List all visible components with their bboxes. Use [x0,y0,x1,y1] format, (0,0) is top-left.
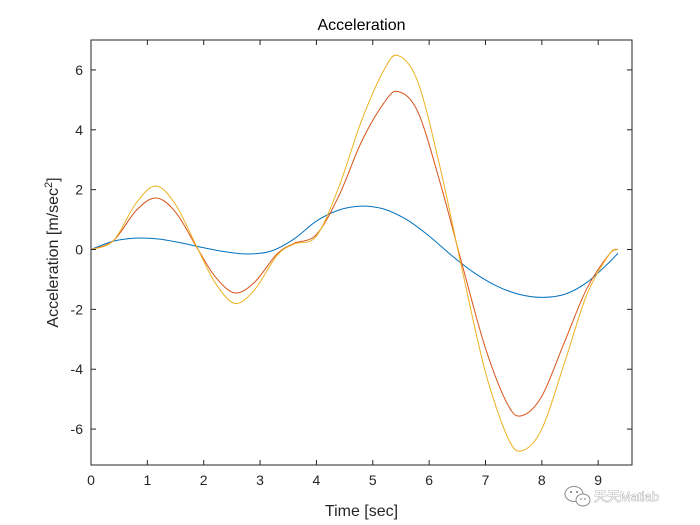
y-tick-label: -4 [71,361,84,377]
series-layer [90,54,619,452]
x-axis-ticks: 0 1 2 3 4 5 6 7 8 9 [87,40,602,488]
x-tick-label: 7 [482,472,490,488]
y-tick-label: -6 [71,421,84,437]
plot-frame [90,39,633,466]
y-axis-label-tail: ] [45,177,62,181]
series-line-2 [90,90,619,417]
watermark-text: 天天Matlab [594,489,659,504]
y-tick-label: -2 [71,301,84,317]
y-tick-label: 0 [75,242,83,258]
x-tick-label: 0 [87,472,95,488]
y-axis-ticks: -6 -4 -2 0 2 4 6 [71,62,632,437]
x-tick-label: 1 [143,472,151,488]
x-tick-label: 9 [594,472,602,488]
chart-title: Acceleration [317,17,405,34]
series-line-1 [90,205,619,298]
y-axis-label-main: Acceleration [m/sec [45,188,62,328]
y-axis-label-superscript: 2 [43,182,55,188]
x-tick-label: 3 [256,472,264,488]
x-tick-label: 5 [369,472,377,488]
x-axis-label: Time [sec] [325,503,398,520]
watermark: 天天Matlab [564,486,659,507]
x-tick-label: 6 [425,472,433,488]
x-tick-label: 2 [200,472,208,488]
plot-area [90,39,633,466]
y-tick-label: 4 [75,122,83,138]
x-tick-label: 4 [313,472,321,488]
series-line-3 [90,54,619,452]
y-tick-label: 2 [75,182,83,198]
y-axis-label: Acceleration [m/sec2] [43,177,62,327]
y-tick-label: 6 [75,62,83,78]
x-tick-label: 8 [538,472,546,488]
wechat-icon [564,486,591,507]
